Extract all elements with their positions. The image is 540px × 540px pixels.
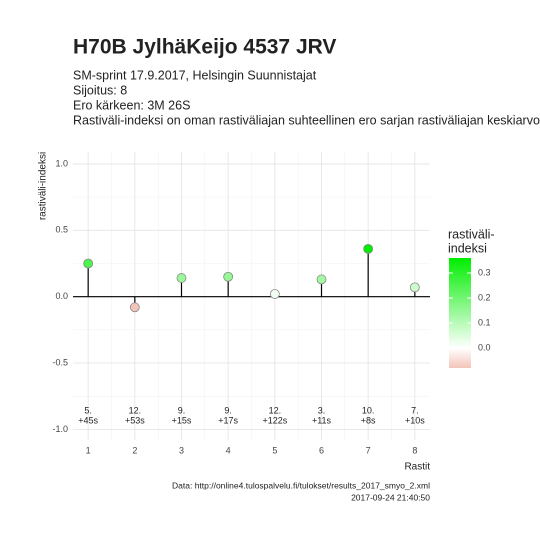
y-tick-label: 0.5 [55, 225, 68, 235]
point [223, 271, 234, 282]
legend-tick-label: 0.2 [478, 292, 491, 302]
x-tick-label: 1 [86, 445, 91, 455]
caption: 2017-09-24 21:40:50 [351, 492, 430, 502]
point-label: +10s [405, 415, 425, 425]
x-tick-label: 8 [412, 445, 417, 455]
y-tick-label: 0.0 [55, 291, 68, 301]
y-tick-label: -1.0 [52, 424, 68, 434]
point [83, 258, 94, 269]
colorbar [449, 258, 471, 368]
subtitle: Rastiväli-indeksi on oman rastiväliajan … [73, 113, 540, 127]
point-label: 5. [84, 405, 92, 415]
y-tick-label: -0.5 [52, 357, 68, 367]
point-label: 10. [362, 405, 375, 415]
y-tick-label: 1.0 [55, 158, 68, 168]
x-axis-label: Rastit [404, 462, 430, 473]
point-label: +53s [125, 415, 145, 425]
legend-title: indeksi [448, 241, 487, 255]
x-tick-label: 2 [132, 445, 137, 455]
point-label: +122s [262, 415, 287, 425]
y-axis-label: rastiväli-indeksi [38, 152, 49, 220]
point [269, 289, 280, 299]
x-tick-label: 6 [319, 445, 324, 455]
x-tick-label: 5 [272, 445, 277, 455]
caption: Data: http://online4.tulospalvelu.fi/tul… [172, 480, 430, 490]
point-label: 3. [318, 405, 326, 415]
point [176, 273, 187, 283]
chart-title: H70B JylhäKeijo 4537 JRV [73, 36, 336, 59]
point-label: +45s [78, 415, 98, 425]
point [129, 302, 140, 313]
point [363, 243, 374, 254]
point-label: +17s [218, 415, 238, 425]
legend-title: rastiväli- [448, 227, 495, 241]
x-tick-label: 3 [179, 445, 184, 455]
point-label: +15s [172, 415, 192, 425]
legend-tick-label: 0.1 [478, 317, 491, 327]
point-label: +8s [361, 415, 376, 425]
point-label: 7. [411, 405, 419, 415]
point-label: 9. [178, 405, 186, 415]
point-label: +11s [312, 415, 332, 425]
point-label: 12. [269, 405, 282, 415]
point-label: 9. [224, 405, 232, 415]
subtitle: Ero kärkeen: 3M 26S [73, 98, 190, 112]
legend-tick-label: 0.3 [478, 267, 491, 277]
legend-tick-label: 0.0 [478, 342, 491, 352]
point [409, 282, 420, 293]
x-tick-label: 7 [366, 445, 371, 455]
subtitle: Sijoitus: 8 [73, 83, 127, 97]
x-tick-label: 4 [226, 445, 231, 455]
point [316, 274, 327, 285]
subtitle: SM-sprint 17.9.2017, Helsingin Suunnista… [73, 68, 317, 82]
point-label: 12. [129, 405, 142, 415]
